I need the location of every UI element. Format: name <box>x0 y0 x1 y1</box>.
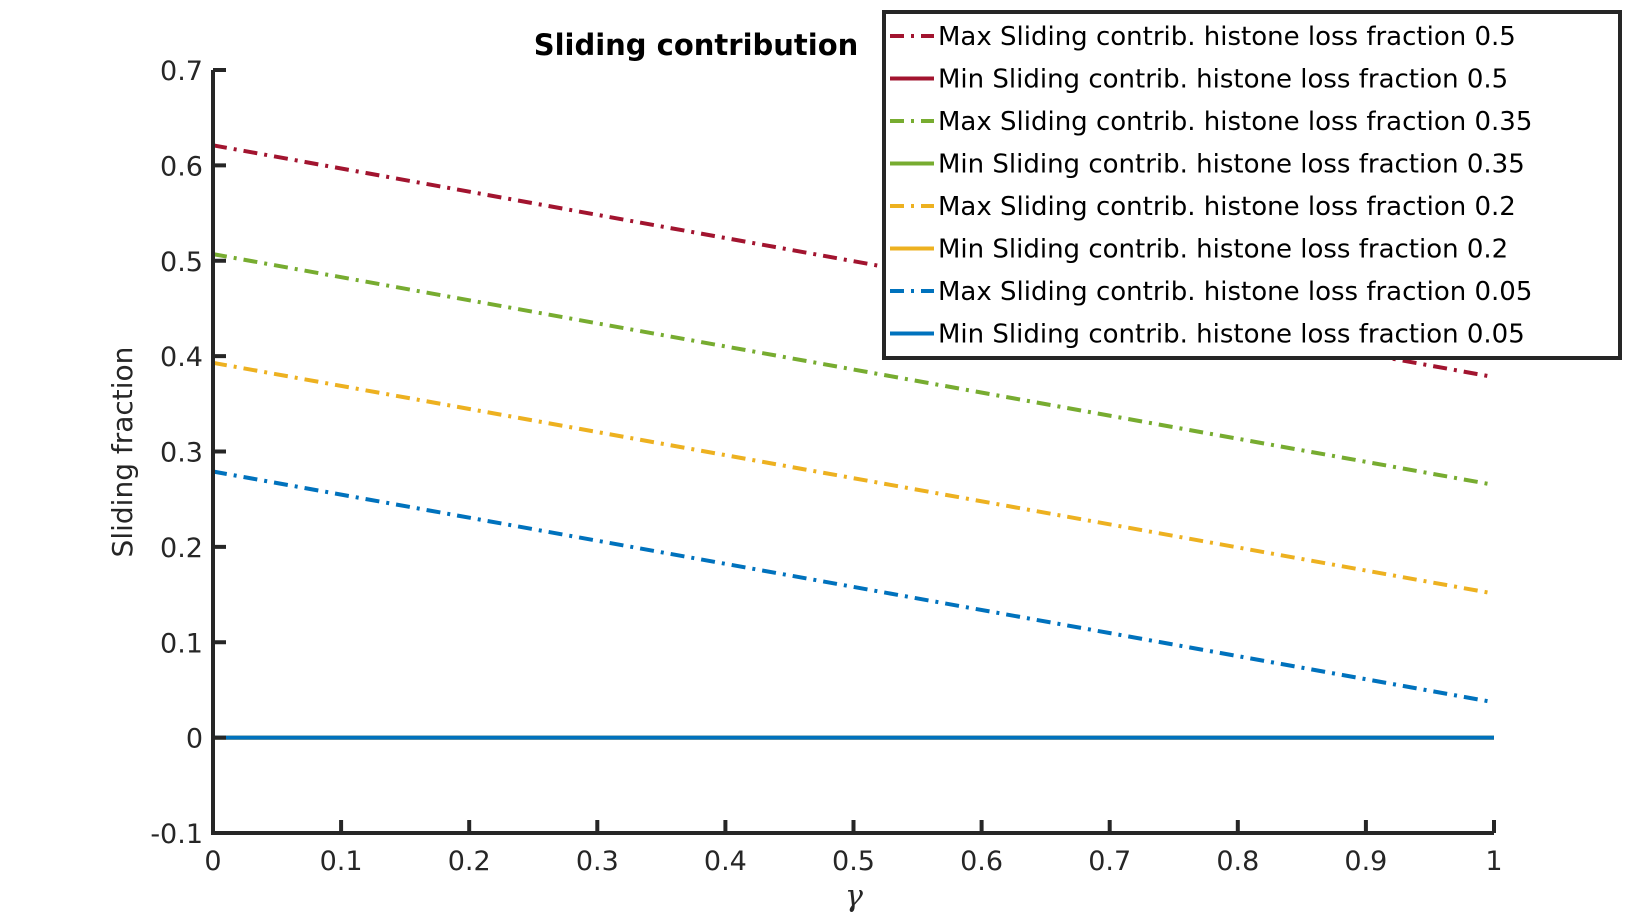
y-tick-label: 0.3 <box>160 438 203 469</box>
x-tick-label: 0.3 <box>576 846 619 877</box>
legend-box <box>882 10 1622 360</box>
x-tick-label: 0.4 <box>704 846 747 877</box>
y-tick-label: 0.4 <box>160 342 203 373</box>
legend-entry-6: Min Sliding contrib. histone loss fracti… <box>938 235 1508 265</box>
x-tick-label: 0.8 <box>1216 846 1259 877</box>
legend: Max Sliding contrib. histone loss fracti… <box>882 10 1622 360</box>
legend-entry-7: Max Sliding contrib. histone loss fracti… <box>938 277 1532 307</box>
legend-entry-2: Min Sliding contrib. histone loss fracti… <box>938 65 1508 95</box>
legend-entry-3: Max Sliding contrib. histone loss fracti… <box>938 107 1532 137</box>
y-tick-label: 0 <box>186 724 203 755</box>
x-tick-label: 0.5 <box>832 846 875 877</box>
x-tick-label: 0 <box>204 846 221 877</box>
y-tick-label: 0.6 <box>160 151 203 182</box>
axes-layer: 0 0.1 0.2 0.3 0.4 0.5 0.6 0.7 0.8 0.9 1-0.100.10.2… <box>150 56 1502 877</box>
legend-entry-1: Max Sliding contrib. histone loss fracti… <box>938 22 1516 52</box>
y-axis-label: Sliding fraction <box>106 347 139 558</box>
x-tick-label: 0.1 <box>320 846 363 877</box>
y-tick-label: 0.7 <box>160 56 203 87</box>
x-tick-label: 0.7 <box>1088 846 1131 877</box>
x-tick-label: 0.2 <box>448 846 491 877</box>
series-layer <box>212 143 1495 740</box>
legend-entry-4: Min Sliding contrib. histone loss fracti… <box>938 150 1525 180</box>
y-tick-label: 0.1 <box>160 628 203 659</box>
x-tick-label: 1 <box>1485 846 1502 877</box>
y-tick-label: 0.2 <box>160 533 203 564</box>
y-tick-label: 0.5 <box>160 247 203 278</box>
legend-entry-8: Min Sliding contrib. histone loss fracti… <box>938 320 1525 350</box>
x-tick-label: 0.9 <box>1344 846 1387 877</box>
chart-title: Sliding contribution <box>534 28 859 62</box>
y-tick-label: -0.1 <box>150 819 203 850</box>
series-line-5 <box>212 360 1495 596</box>
x-axis-label: γ <box>845 879 863 914</box>
x-tick-label: 0.6 <box>960 846 1003 877</box>
legend-entry-5: Max Sliding contrib. histone loss fracti… <box>938 192 1516 222</box>
series-line-7 <box>212 469 1495 705</box>
